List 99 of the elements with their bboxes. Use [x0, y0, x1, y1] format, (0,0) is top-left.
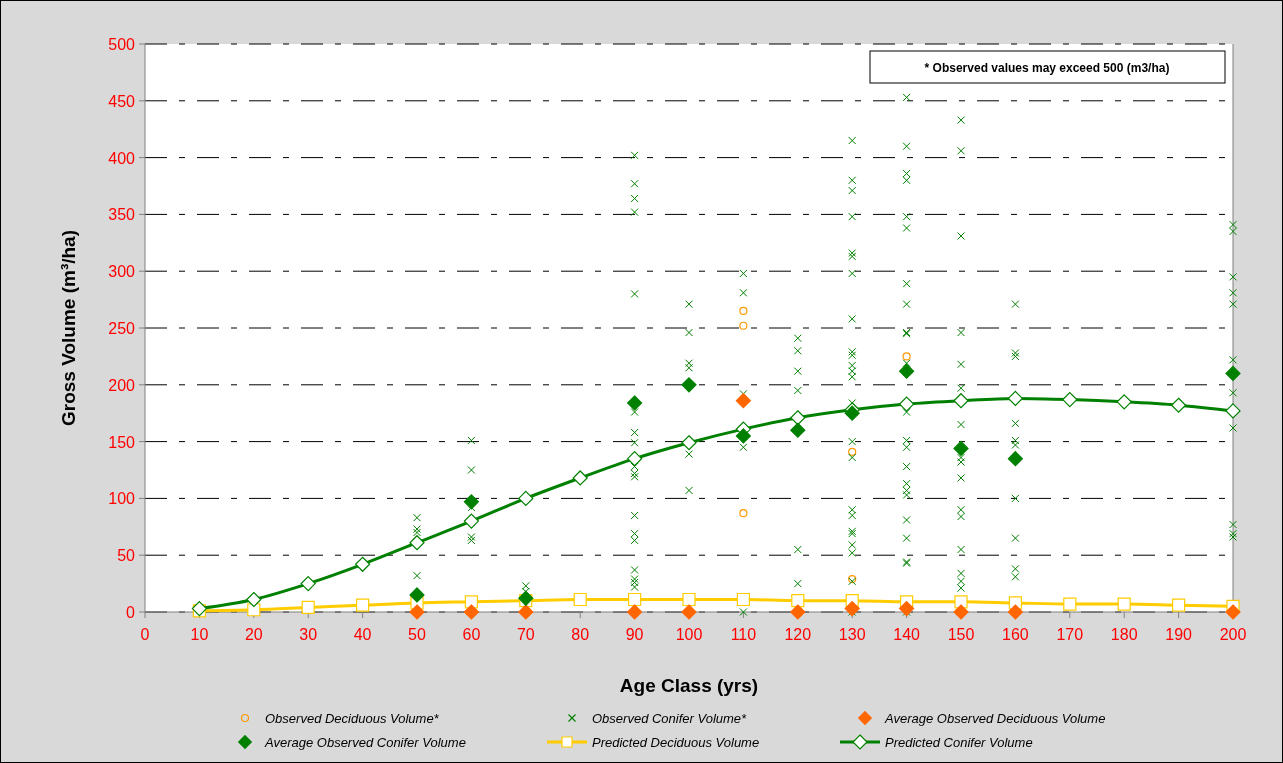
x-tick-label: 20: [244, 626, 263, 643]
point: [628, 592, 642, 607]
point: [1225, 403, 1241, 419]
legend-label: Predicted Deciduous Volume: [592, 735, 760, 750]
point: [1117, 597, 1131, 611]
y-tick-label: 50: [117, 547, 136, 565]
point: [627, 395, 643, 411]
point: [844, 600, 860, 617]
point: [463, 494, 479, 510]
point: [790, 410, 806, 426]
y-tick-label: 300: [108, 263, 136, 281]
point: [627, 604, 643, 620]
point: [899, 396, 915, 412]
point: [790, 422, 806, 438]
point: [902, 352, 911, 361]
x-tick-label: 70: [516, 626, 535, 643]
y-axis-title: Gross Volume (m³/ha): [58, 229, 79, 427]
point: [736, 592, 750, 607]
point: [1062, 391, 1078, 408]
x-tick-label: 0: [140, 626, 150, 643]
point: [1007, 390, 1023, 407]
legend-label: Observed Conifer Volume*: [592, 711, 748, 726]
x-tick-label: 110: [730, 626, 757, 643]
point: [356, 598, 370, 612]
point: [899, 600, 915, 617]
point: [1007, 604, 1023, 620]
point: [953, 440, 969, 457]
point: [246, 591, 262, 608]
point: [899, 363, 915, 379]
x-tick-label: 30: [299, 626, 318, 643]
point: [573, 592, 587, 607]
x-tick-label: 100: [675, 626, 703, 643]
point: [409, 604, 425, 620]
x-tick-label: 60: [462, 626, 481, 643]
point: [790, 604, 806, 620]
point: [735, 428, 751, 444]
point: [791, 594, 805, 608]
x-tick-label: 190: [1165, 626, 1193, 643]
point: [735, 393, 751, 409]
point: [463, 513, 479, 529]
point: [518, 490, 534, 506]
y-tick-label: 400: [108, 149, 136, 167]
legend-label: Average Observed Deciduous Volume: [884, 711, 1106, 726]
legend-label: Average Observed Conifer Volume: [264, 735, 466, 750]
point: [518, 590, 534, 606]
point: [681, 435, 697, 451]
point: [739, 509, 748, 518]
y-tick-label: 100: [108, 490, 136, 508]
point: [572, 470, 588, 486]
point: [463, 604, 479, 620]
legend-label: Predicted Conifer Volume: [885, 735, 1033, 750]
y-tick-label: 500: [108, 36, 136, 53]
point: [953, 604, 969, 620]
point: [627, 451, 643, 467]
point: [681, 377, 697, 393]
y-tick-label: 350: [108, 206, 136, 224]
point: [848, 447, 857, 456]
point: [301, 600, 315, 615]
x-tick-label: 10: [190, 626, 209, 643]
y-tick-label: 0: [126, 604, 136, 621]
x-tick-label: 130: [838, 626, 866, 643]
y-tick-label: 200: [108, 376, 136, 394]
point: [954, 595, 968, 609]
x-tick-label: 80: [571, 626, 590, 643]
x-axis-title: Age Class (yrs): [619, 675, 759, 696]
point: [355, 556, 371, 572]
x-tick-label: 150: [947, 626, 975, 643]
point: [1063, 597, 1077, 611]
point: [300, 576, 316, 592]
point: [409, 535, 425, 551]
point: [739, 321, 748, 330]
point: [739, 306, 748, 316]
point: [409, 587, 425, 603]
x-tick-label: 140: [893, 626, 921, 643]
point: [1171, 397, 1187, 413]
point: [1172, 598, 1186, 612]
x-tick-label: 180: [1110, 626, 1138, 643]
annotation: * Observed values may exceed 500 (m3/ha): [924, 61, 1170, 75]
point: [682, 592, 696, 607]
x-tick-label: 50: [408, 626, 426, 643]
y-tick-label: 150: [108, 433, 136, 451]
legend-label: Observed Deciduous Volume*: [265, 711, 440, 726]
x-tick-label: 40: [353, 626, 372, 643]
note-box: * Observed values may exceed 500 (m3/ha): [869, 50, 1226, 84]
point: [191, 600, 207, 617]
point: [681, 604, 697, 620]
x-tick-label: 90: [625, 626, 644, 643]
point: [1225, 604, 1241, 620]
y-tick-label: 250: [108, 320, 136, 337]
point: [953, 393, 969, 409]
y-tick-label: 450: [108, 92, 136, 110]
x-tick-label: 120: [784, 626, 812, 643]
x-tick-label: 170: [1056, 626, 1084, 643]
x-tick-label: 200: [1219, 626, 1247, 643]
point: [1007, 451, 1023, 467]
point: [1225, 365, 1241, 382]
point: [518, 604, 534, 620]
x-tick-label: 160: [1002, 626, 1029, 643]
point: [1116, 394, 1132, 410]
